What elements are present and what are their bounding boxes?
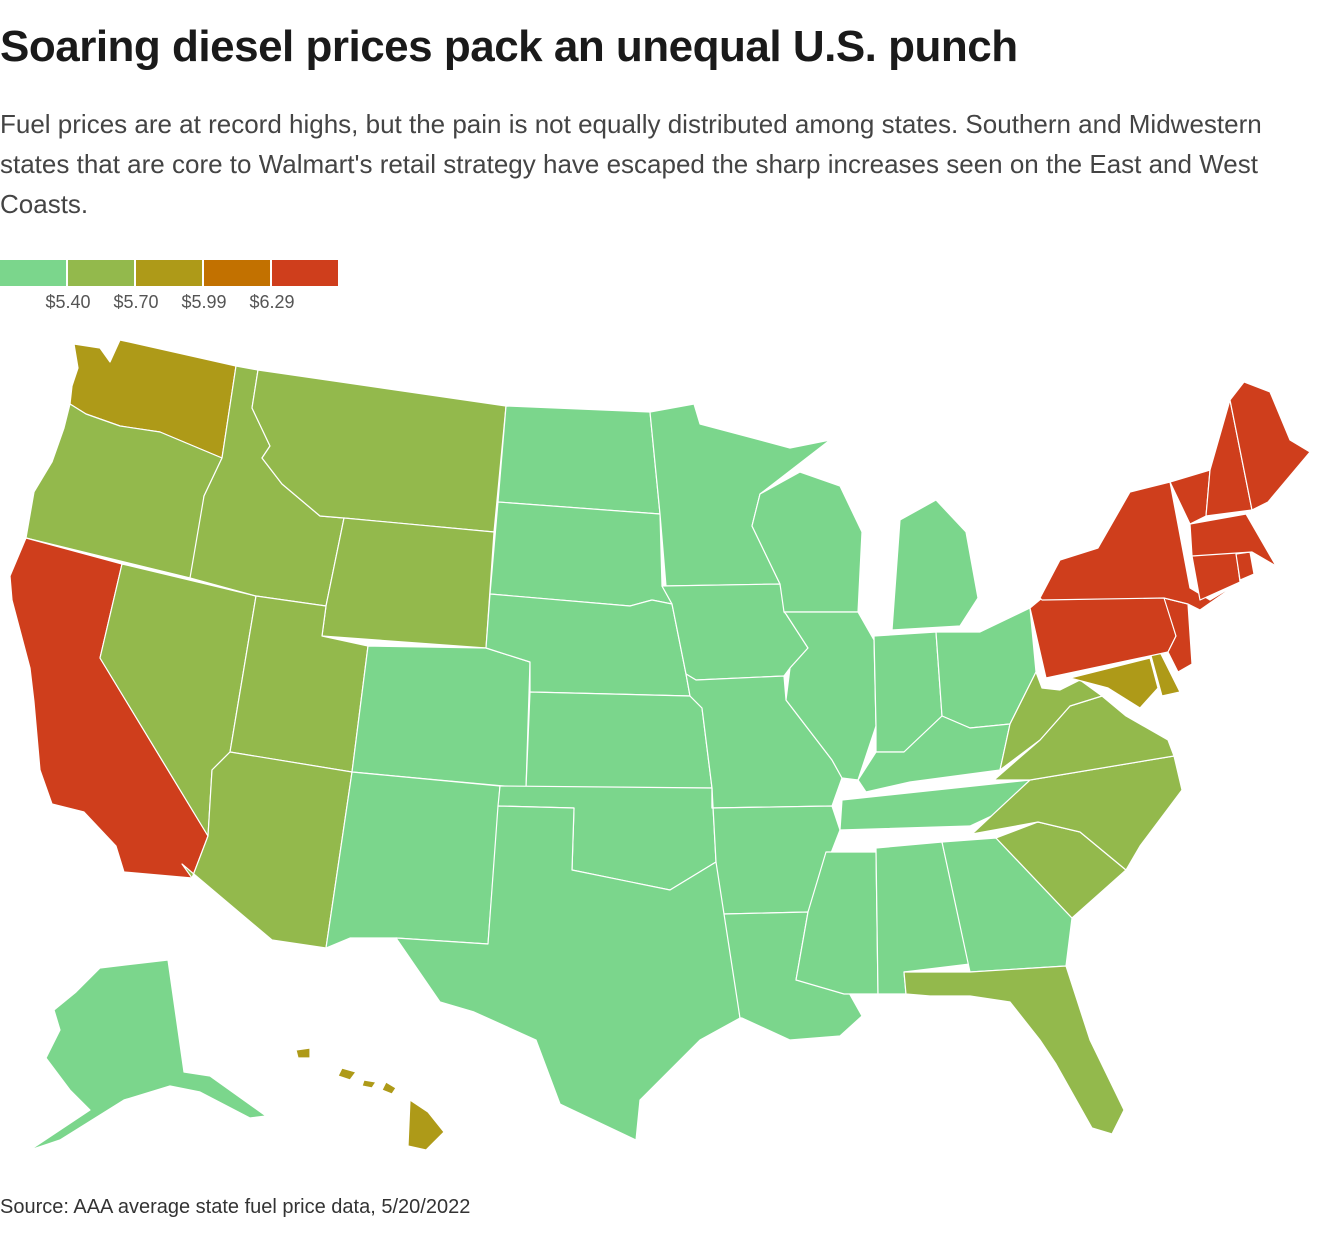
state-ct [1191,549,1241,601]
us-map [9,339,1311,1151]
legend-label-4: $6.29 [249,292,295,312]
state-mi [891,499,979,631]
state-mt [251,369,507,533]
state-wv [999,671,1103,771]
state-md [1069,657,1159,709]
state-tx [395,805,741,1141]
legend: $5.40 $5.70 $5.99 $6.29 [0,260,340,320]
chart-title: Soaring diesel prices pack an unequal U.… [0,22,1018,71]
state-tn [839,779,1031,831]
legend-swatch-4 [204,260,270,286]
state-ma [1189,513,1277,567]
chart-subtitle: Fuel prices are at record highs, but the… [0,109,1262,219]
state-ky [857,715,1011,793]
state-me [1229,381,1311,511]
legend-swatch-3 [136,260,202,286]
legend-swatch-1 [0,260,66,286]
state-nd [497,405,661,515]
legend-swatch-2 [68,260,134,286]
legend-label-1: $5.40 [45,292,91,312]
state-nm [325,771,501,949]
state-wy [321,517,495,649]
legend-swatch-5 [272,260,338,286]
state-ks [525,691,713,789]
legend-label-2: $5.70 [113,292,159,312]
state-co [351,645,531,789]
state-ny [1039,481,1241,611]
state-wi [751,471,863,613]
state-fl [903,965,1125,1135]
state-sd [489,501,673,607]
legend-label-3: $5.99 [181,292,227,312]
state-il [783,611,877,781]
state-hi [295,1047,445,1151]
state-ga [941,837,1073,973]
state-ak [29,959,267,1151]
source-note: Source: AAA average state fuel price dat… [0,1196,471,1218]
